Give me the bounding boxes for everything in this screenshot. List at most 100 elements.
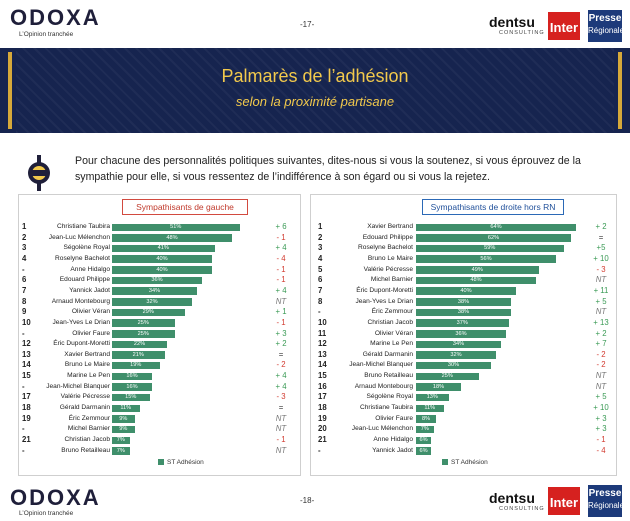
bar-value-label: 34% [148,287,161,294]
evolution-label: + 5 [595,392,607,402]
rank-label: - [22,328,25,338]
rank-label: 17 [22,392,31,402]
bar-value-label: 8% [421,415,431,422]
evolution-label: + 2 [275,339,287,349]
adhesion-bar [416,266,539,274]
dentsu-logo: dentsu [489,14,535,30]
evolution-label: NT [595,275,607,285]
rank-label: 3 [22,243,27,253]
chart-row: 5 Valérie Pécresse 49% - 3 [310,265,617,276]
presse-regionale-logo-bottom: Presse Régionale [588,485,624,517]
chart-row: 13 Gérald Darmanin 32% - 2 [310,350,617,361]
dentsu-logo-bottom: dentsu [489,490,535,506]
personality-name: Arnaud Montebourg [354,382,413,390]
rank-label: 6 [22,275,27,285]
bar-value-label: 34% [452,341,465,348]
rank-label: 1 [22,222,27,231]
title-banner [0,48,630,133]
bar-value-label: 59% [484,245,496,252]
bar-value-label: 37% [456,319,468,326]
rank-label: 12 [318,339,327,349]
evolution-label: + 4 [275,381,287,391]
right-bar-chart: 1 Xavier Bertrand 64% + 2 2 Edouard Philippe 6… [310,220,617,476]
adhesion-bar [112,351,165,359]
bar-value-label: 7% [420,426,429,433]
rank-label: 18 [318,403,327,413]
adhesion-bar [112,266,212,274]
rank-label: 8 [318,296,323,306]
rank-label: 17 [318,392,327,402]
evolution-label: + 2 [595,222,607,231]
rank-label: 20 [318,424,327,434]
evolution-label: + 1 [275,307,287,317]
france-inter-logo: Inter [548,12,580,40]
chart-row: 7 Éric Dupont-Moretti 40% + 11 [310,286,617,297]
adhesion-bar [112,372,152,381]
personality-name: Anne Hidalgo [373,436,413,443]
odoxa-tagline-bottom: L’Opinion tranchée [19,510,74,517]
adhesion-bar [112,308,185,317]
page-number-top: -17- [300,20,315,29]
rank-label: 11 [318,328,327,338]
bar-value-label: 64% [490,224,502,230]
evolution-label: + 3 [595,424,607,434]
personality-name: Yannick Jadot [372,446,413,454]
chart-row: 20 Jean-Luc Mélenchon 7% + 3 [310,424,617,435]
chart-row: 18 Christiane Taubira 11% + 10 [310,403,617,414]
rank-label: 7 [22,285,27,295]
bar-value-label: 36% [151,277,163,284]
rank-label: 7 [318,285,323,295]
adhesion-bar [416,319,509,327]
adhesion-bar [416,308,511,317]
adhesion-bar [112,425,135,434]
chart-row: - Anne Hidalgo 40% - 1 [18,265,301,276]
evolution-label: - 2 [596,360,606,370]
rank-label: - [318,445,321,455]
chart-row: 19 Éric Zemmour 9% NT [18,414,301,425]
adhesion-bar [416,351,496,359]
chart-row: 17 Valérie Pécresse 15% - 3 [18,392,301,403]
adhesion-bar [416,234,571,242]
adhesion-bar [416,244,564,253]
bar-value-label: 16% [126,373,138,380]
chart-row: 8 Jean-Yves Le Drian 38% + 5 [310,297,617,308]
rank-label: 5 [318,264,323,274]
personality-name: Éric Zemmour [371,308,413,316]
chart-row: 6 Edouard Philippe 36% - 1 [18,275,301,286]
evolution-label: + 4 [275,285,287,295]
adhesion-bar [416,255,556,263]
bar-value-label: 29% [142,309,154,316]
bar-value-label: 21% [132,351,144,358]
survey-question: Pour chacune des personnalités politique… [75,155,581,183]
evolution-label: + 3 [595,413,607,423]
evolution-label: - 1 [276,275,286,285]
dollar-question-icon [28,155,50,191]
bar-value-label: 18% [432,383,445,390]
bar-value-label: 11% [120,405,132,412]
personality-name: Roselyne Bachelot [358,244,413,252]
chart-row: 13 Xavier Bertrand 21% = [18,350,301,361]
rank-label: 14 [318,360,327,370]
evolution-label: = [278,349,284,359]
rank-label: 10 [318,317,327,327]
adhesion-bar [112,255,212,263]
rank-label: - [22,445,25,455]
chart-row: 16 Arnaud Montebourg 18% NT [310,382,617,393]
personality-name: Xavier Bertrand [367,223,413,230]
adhesion-bar [112,330,175,338]
evolution-label: + 4 [275,243,287,253]
evolution-label: + 4 [275,371,287,381]
personality-name: Michel Barnier [370,276,413,284]
adhesion-bar [416,361,491,370]
page-number-bottom: -18- [300,496,315,505]
rank-label: 10 [22,317,31,327]
adhesion-bar [416,383,461,391]
adhesion-bar [112,383,152,391]
presse-regionale-logo: Presse Régionale [588,10,624,42]
adhesion-bar [112,244,215,253]
chart-row: 15 Marine Le Pen 16% + 4 [18,371,301,382]
bar-value-label: 25% [441,373,453,380]
adhesion-bar [416,276,536,285]
rank-label: 21 [318,435,327,444]
dentsu-consulting-label: CONSULTING [499,30,545,36]
